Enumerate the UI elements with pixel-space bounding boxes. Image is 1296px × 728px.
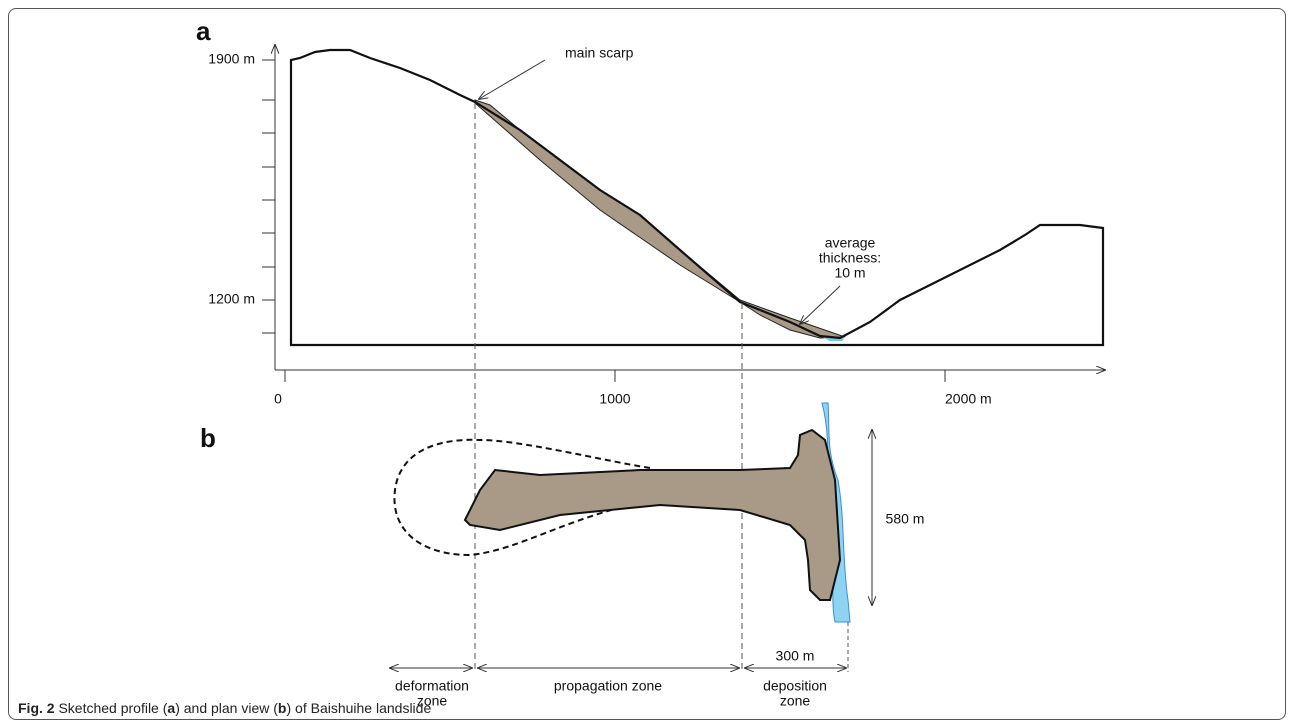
zone-label: propagation zone xyxy=(554,678,662,694)
y-ticks xyxy=(262,60,275,333)
zone-label: deformation xyxy=(395,678,469,694)
caption-text: Sketched profile ( xyxy=(58,700,167,716)
annotation-arrow xyxy=(800,286,840,324)
caption-text: ) of Baishuihe landslide xyxy=(286,700,431,716)
slide-profile xyxy=(475,100,845,338)
x-ticks xyxy=(285,370,945,382)
figure: a 1900 m 1200 m 0 1000 2000 m main scarp… xyxy=(0,0,1296,728)
x-label: 2000 m xyxy=(945,391,992,407)
annotation: thickness: xyxy=(819,250,881,266)
annotation: average xyxy=(825,235,876,251)
slide-plan xyxy=(465,430,840,600)
caption-label: Fig. 2 xyxy=(18,700,55,716)
dimension: 580 m xyxy=(886,511,925,527)
annotation-arrow xyxy=(479,60,545,99)
y-label: 1200 m xyxy=(208,291,255,307)
y-label: 1900 m xyxy=(208,51,255,67)
panel-label: a xyxy=(196,16,211,46)
caption: Fig. 2 Sketched profile (a) and plan vie… xyxy=(18,700,431,716)
caption-text: ) and plan view ( xyxy=(175,700,278,716)
annotation: 10 m xyxy=(834,265,865,281)
x-label: 0 xyxy=(274,391,282,407)
annotation: main scarp xyxy=(565,45,634,61)
zone-label: zone xyxy=(780,693,811,709)
x-label: 1000 xyxy=(599,391,630,407)
zone-label: deposition xyxy=(763,678,827,694)
terrain-profile xyxy=(291,50,1103,345)
page: a 1900 m 1200 m 0 1000 2000 m main scarp… xyxy=(0,0,1296,728)
dimension: 300 m xyxy=(776,648,815,664)
panel-label: b xyxy=(200,423,216,453)
